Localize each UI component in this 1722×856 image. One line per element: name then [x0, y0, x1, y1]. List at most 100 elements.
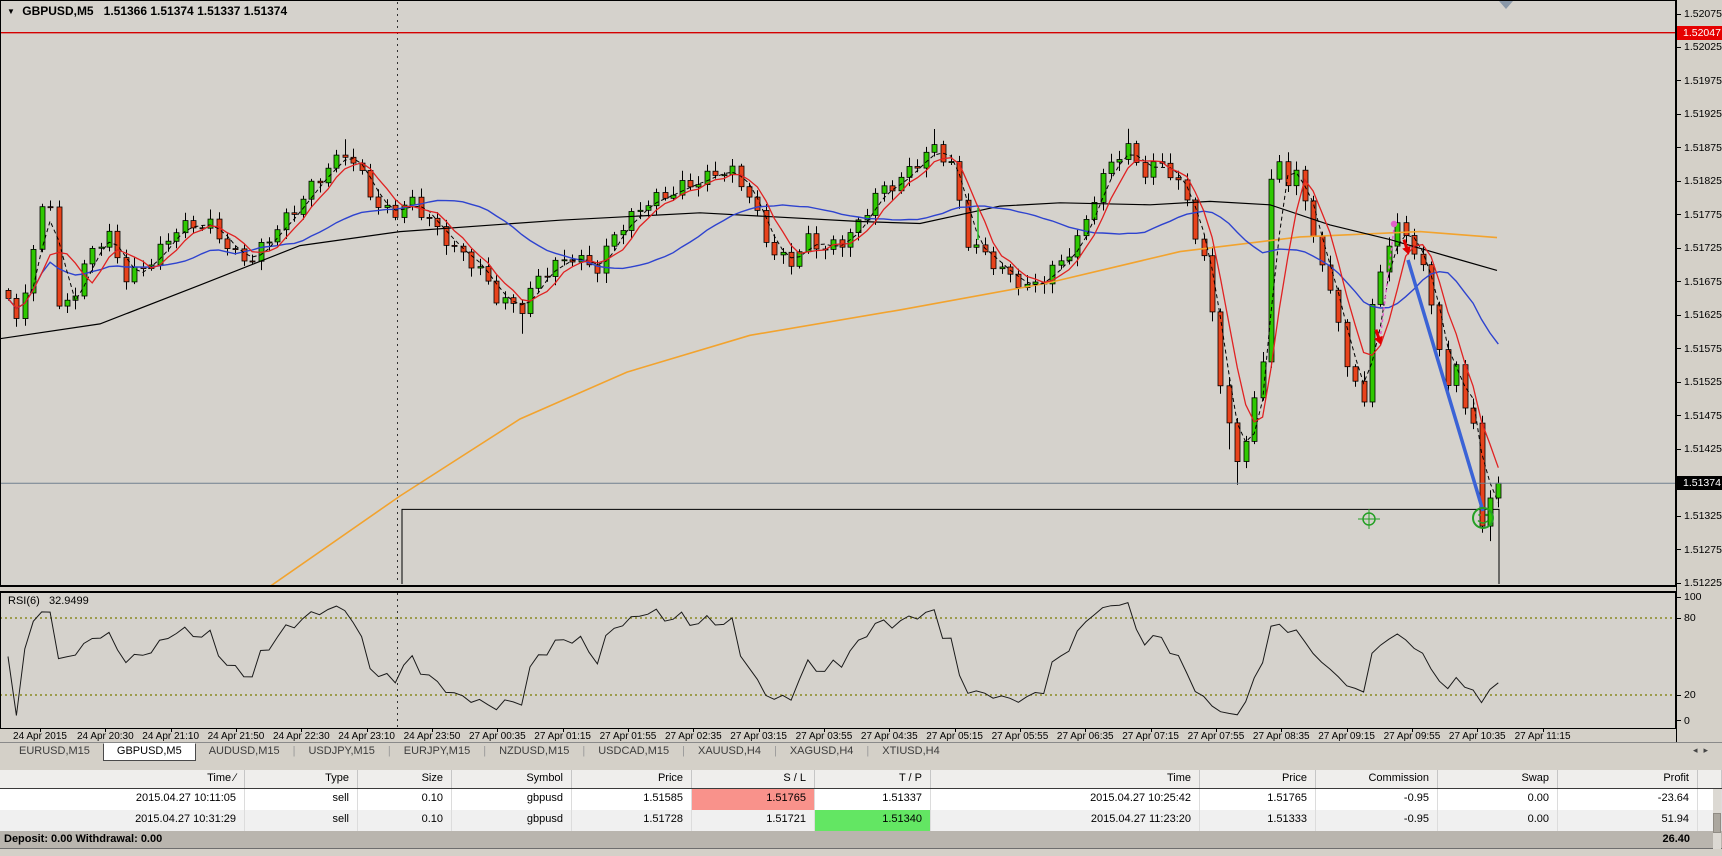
price-tick-mark: [1677, 147, 1681, 149]
column-header-time-close[interactable]: Time: [931, 770, 1200, 788]
price-tick-mark: [1677, 113, 1681, 115]
time-tick-mark: [235, 729, 237, 732]
time-tick-mark: [40, 729, 41, 732]
price-tick-label: 1.51275: [1684, 543, 1722, 556]
price-tick-mark: [1677, 448, 1681, 450]
price-tick-mark: [1677, 582, 1681, 584]
chart-tab-xauusd-h4[interactable]: XAUUSD,H4: [697, 745, 761, 757]
price-axis[interactable]: 1.52075 1.52025 1.51975 1.51925 1.51875 1.518…: [1676, 0, 1722, 742]
rsi-axis-label: 20: [1684, 689, 1696, 701]
time-tick-mark: [1346, 729, 1348, 732]
collapse-triangle-icon[interactable]: ▼: [7, 7, 15, 16]
chart-tab-usdcad-m15[interactable]: USDCAD,M15: [598, 745, 670, 757]
bid-price-label-box: 1.51374: [1677, 476, 1722, 491]
cell-swap: 0.00: [1438, 789, 1558, 810]
chart-tab-nzdusd-m15[interactable]: NZDUSD,M15: [499, 745, 570, 757]
cell-size: 0.10: [358, 789, 452, 810]
column-header-commission-close[interactable]: Commission: [1316, 770, 1438, 788]
scrollbar-thumb[interactable]: [1713, 813, 1721, 833]
time-tick-mark: [301, 729, 303, 732]
price-tick-mark: [1677, 314, 1681, 316]
time-tick-label: 24 Apr 21:10: [142, 731, 200, 742]
smiley-exit-marker-icon: [1472, 507, 1494, 529]
chart-tab-xagusd-h4[interactable]: XAGUSD,H4: [789, 745, 854, 757]
tab-scroll-right-icon[interactable]: ▸: [1703, 745, 1714, 755]
price-tick-label: 1.51325: [1684, 510, 1722, 523]
time-tick-label: 27 Apr 11:15: [1514, 731, 1571, 742]
column-header-type[interactable]: Type: [245, 770, 358, 788]
column-header-profit-close[interactable]: Profit: [1558, 770, 1698, 788]
candlestick-chart[interactable]: [0, 0, 1676, 586]
balance-summary-row: 26.40: [0, 831, 1722, 849]
time-tick-label: 24 Apr 20:30: [76, 731, 134, 742]
tab-separator: |: [682, 745, 685, 757]
price-tick-mark: [1677, 596, 1681, 598]
chart-tab-eurusd-m15[interactable]: EURUSD,M15: [19, 745, 90, 757]
rsi-axis-label: 0: [1684, 714, 1690, 727]
time-tick-mark: [758, 729, 760, 732]
support-zone-rectangle[interactable]: [401, 508, 1500, 584]
column-header-tp[interactable]: T / P: [815, 770, 931, 788]
cell-commission: -0.95: [1316, 810, 1438, 831]
time-axis[interactable]: 24 Apr 2015 24 Apr 20:30 24 Apr 21:10 24 Ap…: [0, 729, 1676, 742]
tab-scroll-left-icon[interactable]: ◂: [1692, 745, 1704, 755]
trade-row-1[interactable]: 2015.04.27 10:11:05 sell 0.10 gbpusd 1.51585…: [0, 789, 1722, 810]
chart-tab-usdjpy-m15[interactable]: USDJPY,M15: [308, 745, 375, 757]
time-tick-label: 27 Apr 09:55: [1383, 731, 1441, 742]
chart-tab-eurjpy-m15[interactable]: EURJPY,M15: [403, 745, 471, 757]
rsi-indicator-pane[interactable]: [0, 592, 1676, 729]
time-tick-label: 24 Apr 2015: [13, 731, 67, 742]
time-tick-mark: [889, 729, 891, 732]
table-scrollbar[interactable]: [1713, 789, 1721, 849]
chart-shift-marker-icon[interactable]: [1499, 1, 1513, 9]
price-tick-label: 1.51725: [1684, 242, 1722, 255]
price-tick-label: 1.51825: [1684, 175, 1722, 188]
rsi-axis-label: 80: [1684, 612, 1696, 624]
time-tick-label: 27 Apr 06:35: [1056, 731, 1114, 742]
price-tick-label: 1.51675: [1684, 275, 1722, 288]
column-header-sl[interactable]: S / L: [692, 770, 815, 788]
crosshair-target-icon: [1358, 509, 1380, 529]
time-tick-mark: [1477, 729, 1479, 732]
column-header-time[interactable]: Time ∕: [0, 770, 245, 788]
column-header-size[interactable]: Size: [358, 770, 452, 788]
time-tick-mark: [170, 729, 172, 732]
rsi-axis-label: 100: [1684, 591, 1702, 603]
chart-tab-xtiusd-h4[interactable]: XTIUSD,H4: [882, 745, 940, 757]
tab-separator: |: [773, 745, 777, 757]
column-header-price-close[interactable]: Price: [1200, 770, 1316, 788]
candles: [5, 128, 1502, 542]
rsi-plot[interactable]: [0, 592, 1676, 729]
price-tick-mark: [1677, 46, 1681, 48]
price-tick-label: 1.51575: [1684, 342, 1722, 355]
time-tick-label: 27 Apr 03:55: [795, 731, 853, 742]
price-tick-mark: [1677, 694, 1681, 696]
cell-symbol: gbpusd: [452, 810, 572, 831]
cell-profit: -23.64: [1558, 789, 1698, 810]
cell-time: 2015.04.27 10:25:42: [931, 789, 1200, 810]
time-tick-label: 24 Apr 23:10: [338, 731, 395, 742]
time-tick-mark: [1019, 729, 1021, 732]
time-tick-label: 24 Apr 23:50: [403, 731, 461, 742]
price-tick-mark: [1677, 415, 1681, 417]
price-tick-mark: [1677, 381, 1681, 383]
time-tick-label: 27 Apr 07:55: [1187, 731, 1245, 742]
trade-row-2[interactable]: 2015.04.27 10:31:29 sell 0.10 gbpusd 1.51728…: [0, 810, 1722, 831]
deposit-withdrawal-label: Deposit: 0.00 Withdrawal: 0.00: [4, 833, 163, 845]
time-tick-label: 27 Apr 03:15: [730, 731, 787, 742]
tab-scroll-arrows[interactable]: ◂▸: [1693, 745, 1714, 756]
cell-symbol: gbpusd: [452, 789, 572, 810]
price-tick-label: 1.51525: [1684, 376, 1722, 389]
tab-separator: |: [387, 745, 391, 757]
column-header-price[interactable]: Price: [572, 770, 692, 788]
chart-tab-audusd-m15[interactable]: AUDUSD,M15: [208, 745, 280, 757]
cell-commission: -0.95: [1316, 789, 1438, 810]
chart-tab-gbpusd-m5[interactable]: GBPUSD,M5: [102, 743, 196, 761]
price-tick-label: 1.51925: [1684, 108, 1722, 121]
pane-splitter[interactable]: [0, 586, 1676, 592]
main-chart-pane[interactable]: [0, 0, 1676, 586]
column-header-swap-close[interactable]: Swap: [1438, 770, 1558, 788]
time-tick-label: 27 Apr 00:35: [468, 731, 526, 742]
tab-separator: |: [582, 745, 586, 757]
column-header-symbol[interactable]: Symbol: [452, 770, 572, 788]
